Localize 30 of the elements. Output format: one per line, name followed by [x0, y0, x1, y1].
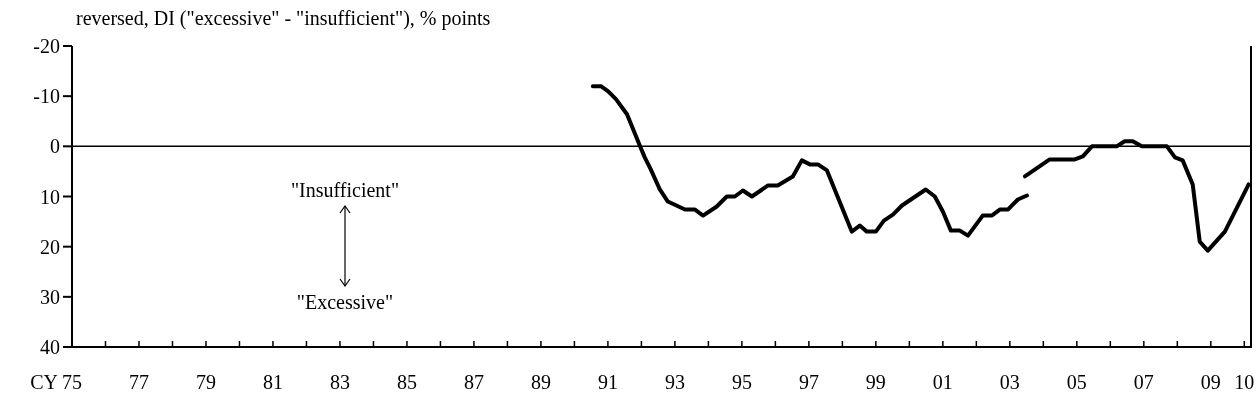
y-tick-label: -20 — [33, 35, 60, 57]
x-tick-label: 05 — [1066, 371, 1087, 393]
x-tick-label: 10 — [1234, 371, 1255, 393]
x-tick-label: 87 — [463, 371, 484, 393]
x-axis-title: CY — [30, 371, 58, 393]
y-tick-label: 20 — [40, 235, 60, 258]
y-tick-label: 0 — [50, 135, 60, 158]
x-tick-label: 97 — [798, 371, 819, 393]
y-axis-title: reversed, DI ("excessive" - "insufficient"), % points — [76, 7, 491, 30]
x-tick-label: 07 — [1133, 371, 1154, 393]
x-tick-label: 91 — [597, 371, 618, 393]
x-tick-label: 89 — [530, 371, 551, 393]
y-tick-label: 10 — [40, 185, 60, 208]
x-tick-label: 81 — [262, 371, 283, 393]
y-tick-label: 40 — [40, 336, 60, 358]
y-tick-label: 30 — [40, 285, 60, 308]
x-tick-label: 93 — [664, 371, 685, 393]
x-tick-label: 75 — [62, 371, 82, 393]
x-tick-label: 79 — [195, 371, 216, 393]
x-tick-label: 77 — [128, 371, 149, 393]
x-tick-label: 01 — [932, 371, 953, 393]
x-tick-label: 95 — [731, 371, 752, 393]
y-tick-label: -10 — [33, 85, 60, 108]
x-tick-label: 03 — [999, 371, 1020, 393]
annotation: "Insufficient" — [290, 179, 400, 201]
x-tick-label: 85 — [396, 371, 417, 393]
annotation: "Excessive" — [296, 291, 394, 313]
x-tick-label: 83 — [329, 371, 350, 393]
x-tick-label: 99 — [865, 371, 886, 393]
x-tick-label: 09 — [1200, 371, 1221, 393]
